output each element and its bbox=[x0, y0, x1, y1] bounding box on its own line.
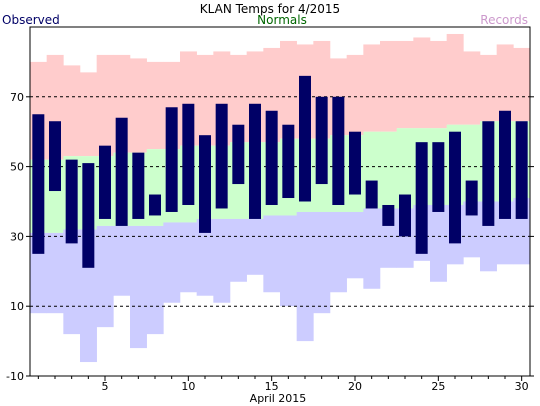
observed-bar bbox=[365, 180, 378, 209]
observed-bar bbox=[482, 121, 495, 226]
x-tick-label: 30 bbox=[515, 380, 529, 393]
y-tick-label: 50 bbox=[10, 161, 24, 174]
x-tick-label: 20 bbox=[348, 380, 362, 393]
observed-bar bbox=[165, 107, 178, 212]
normal-band bbox=[396, 128, 414, 209]
observed-bar bbox=[65, 159, 78, 244]
observed-bar bbox=[32, 114, 45, 254]
y-tick-label: 70 bbox=[10, 91, 24, 104]
record-low-band bbox=[163, 222, 181, 303]
observed-bar bbox=[199, 135, 211, 233]
record-low-band bbox=[180, 222, 197, 293]
record-low-band bbox=[130, 225, 147, 349]
record-high-band bbox=[146, 61, 164, 150]
observed-bar bbox=[132, 152, 145, 219]
record-high-band bbox=[430, 40, 447, 129]
observed-bar bbox=[82, 163, 95, 268]
record-low-band bbox=[263, 215, 281, 293]
record-high-band bbox=[446, 33, 464, 125]
observed-bar bbox=[265, 110, 278, 205]
observed-bar bbox=[382, 204, 395, 226]
record-low-band bbox=[280, 215, 297, 307]
observed-bar bbox=[399, 194, 411, 237]
record-high-band bbox=[230, 54, 247, 143]
plot-frame bbox=[29, 26, 531, 377]
record-low-band bbox=[230, 218, 247, 282]
y-tick-label: -10 bbox=[6, 370, 24, 383]
observed-bar bbox=[449, 131, 461, 244]
record-low-band bbox=[46, 232, 64, 314]
observed-bar bbox=[232, 124, 245, 185]
record-high-band bbox=[496, 44, 514, 122]
x-axis-label: April 2015 bbox=[250, 392, 307, 405]
record-low-band bbox=[313, 211, 331, 314]
record-low-band bbox=[96, 225, 114, 328]
record-low-band bbox=[296, 211, 314, 342]
observed-bar bbox=[415, 142, 428, 254]
record-high-band bbox=[480, 54, 497, 122]
observed-bar bbox=[315, 96, 328, 185]
x-tick-label: 25 bbox=[431, 380, 445, 393]
record-high-band bbox=[380, 40, 397, 132]
observed-bar bbox=[182, 103, 195, 205]
record-low-band bbox=[113, 225, 131, 296]
observed-bar bbox=[299, 75, 311, 202]
record-low-band bbox=[330, 211, 347, 293]
record-low-band bbox=[246, 218, 264, 275]
legend-normals: Normals bbox=[257, 13, 307, 27]
record-low-band bbox=[63, 229, 81, 335]
record-high-band bbox=[513, 47, 531, 122]
normal-band bbox=[380, 131, 397, 209]
record-high-band bbox=[463, 51, 481, 125]
record-low-band bbox=[146, 225, 164, 335]
observed-bar bbox=[465, 180, 478, 216]
chart-title: KLAN Temps for 4/2015 bbox=[200, 2, 340, 16]
observed-bar bbox=[249, 103, 261, 219]
record-high-band bbox=[413, 37, 431, 129]
observed-bar bbox=[215, 103, 228, 209]
y-tick-label: 10 bbox=[10, 300, 24, 313]
observed-bar bbox=[149, 194, 161, 216]
x-tick-label: 5 bbox=[102, 380, 109, 393]
record-high-band bbox=[346, 54, 364, 136]
record-low-band bbox=[346, 211, 364, 279]
record-high-band bbox=[363, 44, 381, 132]
observed-bar bbox=[432, 142, 445, 212]
observed-bar bbox=[282, 124, 295, 199]
observed-bar bbox=[115, 117, 128, 226]
observed-bar bbox=[332, 96, 345, 205]
record-low-band bbox=[363, 208, 381, 289]
record-high-band bbox=[96, 54, 114, 157]
legend-observed: Observed bbox=[2, 13, 60, 27]
observed-bar bbox=[499, 110, 511, 219]
record-high-band bbox=[130, 58, 147, 153]
observed-bar bbox=[349, 131, 361, 195]
record-low-band bbox=[430, 204, 447, 282]
record-high-band bbox=[63, 65, 81, 157]
plot-area: -10 10 30 50 70 5 10 15 20 25 30 bbox=[6, 26, 534, 393]
y-tick-label: 30 bbox=[10, 230, 24, 243]
record-high-band bbox=[80, 72, 97, 157]
record-high-band bbox=[396, 40, 414, 129]
legend-records: Records bbox=[480, 13, 528, 27]
x-tick-label: 10 bbox=[181, 380, 195, 393]
observed-bar bbox=[515, 121, 528, 219]
x-tick-label: 15 bbox=[265, 380, 279, 393]
record-low-band bbox=[196, 218, 214, 296]
observed-bar bbox=[49, 121, 61, 192]
record-low-band bbox=[213, 218, 231, 303]
record-high-band bbox=[196, 54, 214, 146]
observed-bar bbox=[99, 145, 111, 219]
record-high-band bbox=[280, 40, 297, 139]
